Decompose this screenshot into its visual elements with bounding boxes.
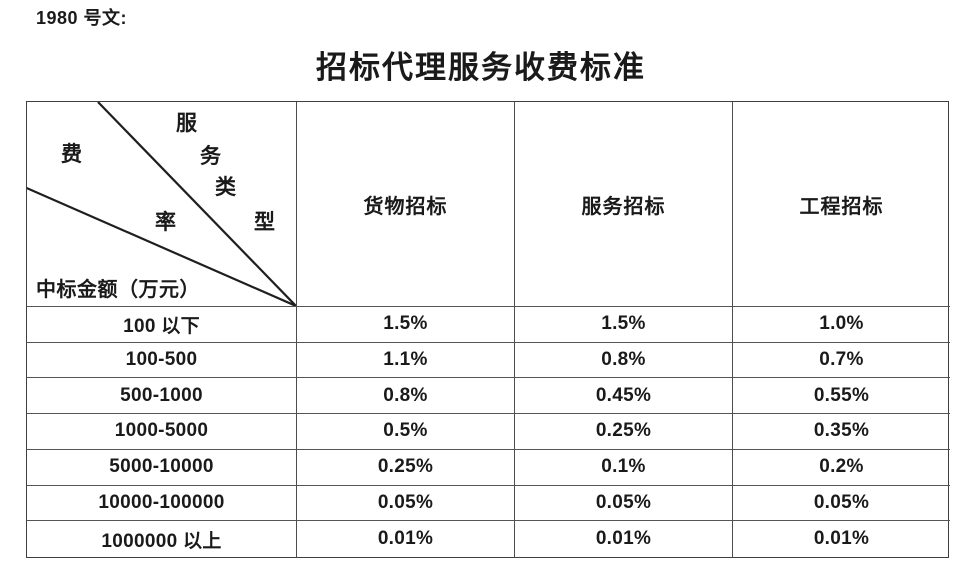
fee-value-cell: 0.55% (733, 378, 950, 415)
diagonal-line-upper (97, 102, 296, 306)
diagonal-divider-lines (27, 102, 296, 306)
column-header-service-bidding: 服务招标 (515, 102, 733, 307)
corner-fee-rate-char-2: 率 (155, 210, 176, 234)
fee-value-cell: 0.05% (733, 486, 950, 522)
row-amount-label: 5000-10000 (27, 449, 297, 486)
corner-service-type-char-2: 务 (200, 144, 221, 168)
fee-value-cell: 0.8% (515, 342, 733, 379)
fee-value-cell: 0.35% (733, 414, 950, 450)
fee-value-cell: 0.01% (515, 521, 733, 557)
row-axis-label: 中标金额（万元） (36, 279, 200, 301)
fee-value-cell: 1.5% (515, 307, 733, 343)
row-amount-label: 1000000 以上 (27, 521, 297, 557)
fee-value-cell: 0.8% (297, 378, 515, 415)
fee-value-cell: 0.1% (515, 449, 733, 486)
corner-service-type-char-1: 服 (176, 111, 197, 135)
fee-rate-table: 服 务 类 型 费 率 中标金额（万元） 货物招标 服务招标 工程招标 100 … (26, 101, 950, 558)
fee-value-cell: 0.25% (297, 449, 515, 486)
fee-value-cell: 0.01% (297, 521, 515, 557)
fee-value-cell: 1.0% (733, 307, 950, 343)
fee-value-cell: 0.45% (515, 378, 733, 415)
fee-value-cell: 0.05% (297, 485, 515, 522)
fee-value-cell: 0.7% (733, 343, 950, 379)
corner-header-cell: 服 务 类 型 费 率 中标金额（万元） (27, 102, 297, 307)
fee-value-cell: 0.05% (515, 485, 733, 522)
column-header-goods-bidding: 货物招标 (297, 102, 515, 307)
row-amount-label: 1000-5000 (27, 414, 297, 450)
row-amount-label: 100 以下 (27, 307, 297, 343)
diagonal-line-lower (27, 186, 296, 306)
fee-value-cell: 1.5% (297, 307, 515, 343)
corner-service-type-char-4: 型 (254, 210, 275, 234)
document-number-label: 1980 号文: (36, 8, 128, 28)
column-header-engineering-bidding: 工程招标 (733, 102, 950, 307)
fee-value-cell: 1.1% (297, 342, 515, 379)
corner-fee-rate-char-1: 费 (61, 142, 82, 166)
fee-value-cell: 0.01% (813, 528, 870, 550)
fee-value-cell: 0.2% (733, 450, 950, 486)
row-amount-label: 10000-100000 (27, 485, 297, 522)
row-amount-label: 100-500 (27, 342, 297, 379)
fee-value-cell: 0.5% (297, 414, 515, 450)
page-title: 招标代理服务收费标准 (316, 50, 646, 85)
corner-service-type-char-3: 类 (215, 175, 236, 199)
fee-value-cell: 0.25% (515, 414, 733, 450)
row-amount-label: 500-1000 (27, 378, 297, 415)
